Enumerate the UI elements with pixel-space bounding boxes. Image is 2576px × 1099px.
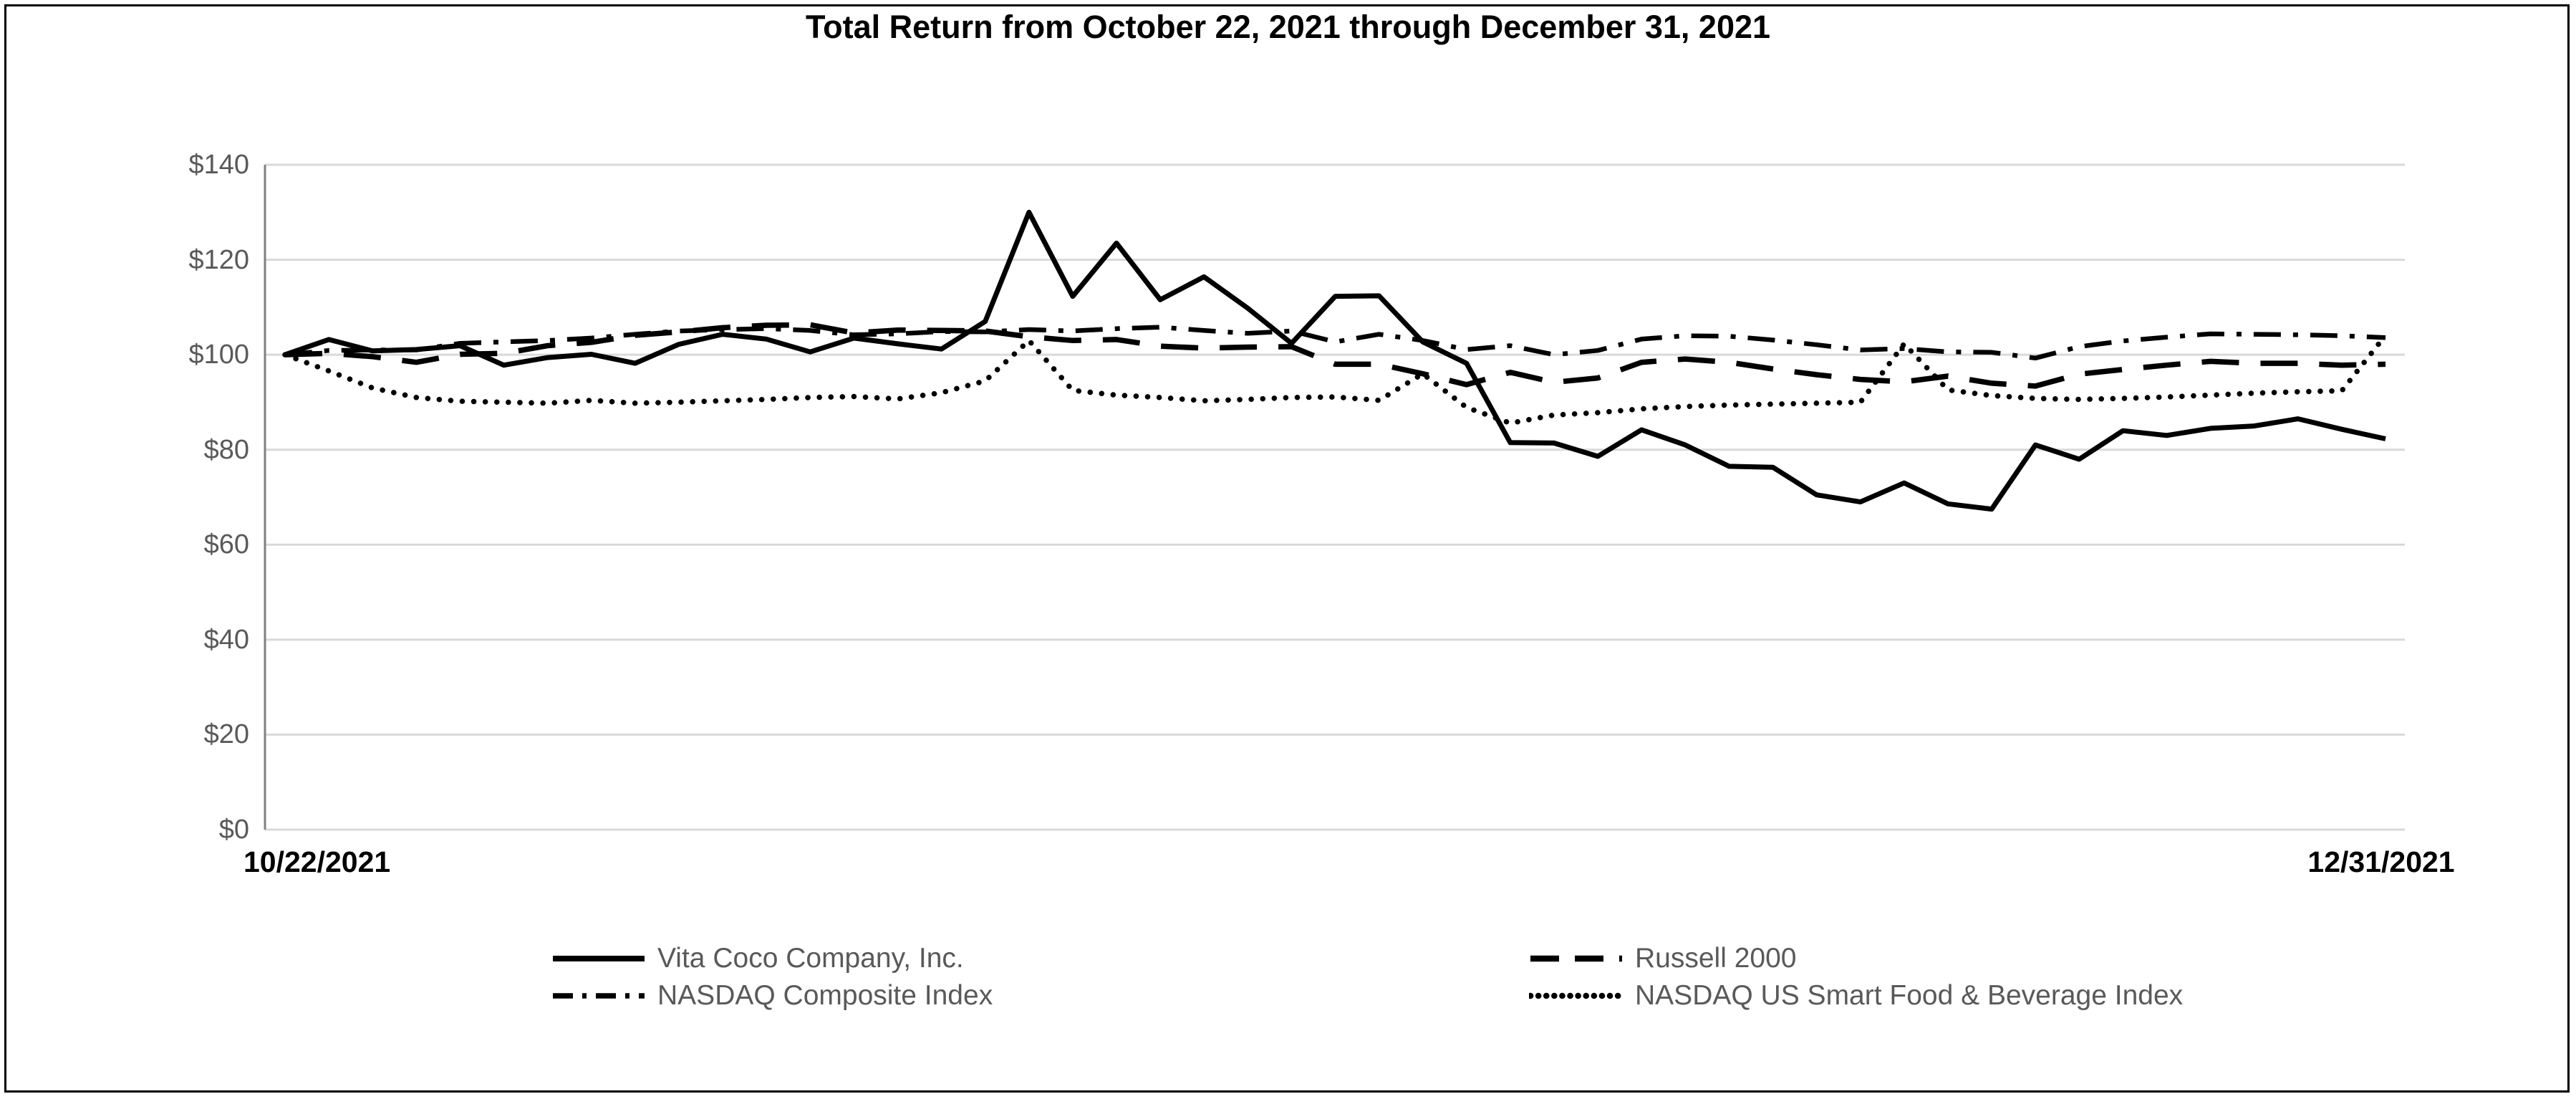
legend-item-vita-coco: Vita Coco Company, Inc. bbox=[551, 940, 964, 977]
y-tick-label: $80 bbox=[203, 434, 249, 465]
x-axis-label-start: 10/22/2021 bbox=[243, 845, 391, 878]
y-tick-label: $0 bbox=[218, 815, 249, 845]
chart-title: Total Return from October 22, 2021 throu… bbox=[805, 9, 1771, 45]
y-tick-label: $100 bbox=[188, 340, 249, 370]
y-tick-label: $60 bbox=[203, 529, 249, 560]
y-tick-label: $140 bbox=[188, 150, 249, 180]
legend-item-russell-2000: Russell 2000 bbox=[1529, 940, 1796, 977]
solid-line-swatch-icon bbox=[553, 956, 645, 961]
y-tick-label: $120 bbox=[188, 244, 249, 275]
y-tick-label: $40 bbox=[203, 624, 249, 655]
dotted-line-swatch-icon bbox=[1529, 992, 1625, 999]
x-axis-label-end: 12/31/2021 bbox=[2307, 845, 2455, 878]
legend-item-nasdaq-smart-food-beverage: NASDAQ US Smart Food & Beverage Index bbox=[1529, 977, 2183, 1014]
legend-label: NASDAQ Composite Index bbox=[657, 980, 993, 1011]
dash-dot-line-swatch-icon bbox=[553, 993, 645, 999]
legend-label: NASDAQ US Smart Food & Beverage Index bbox=[1635, 980, 2184, 1011]
legend-label: Vita Coco Company, Inc. bbox=[657, 943, 964, 974]
legend-label: Russell 2000 bbox=[1635, 943, 1797, 974]
y-tick-label: $20 bbox=[203, 719, 249, 750]
legend-item-nasdaq-composite: NASDAQ Composite Index bbox=[551, 977, 993, 1014]
dashed-line-swatch-icon bbox=[1530, 955, 1622, 962]
